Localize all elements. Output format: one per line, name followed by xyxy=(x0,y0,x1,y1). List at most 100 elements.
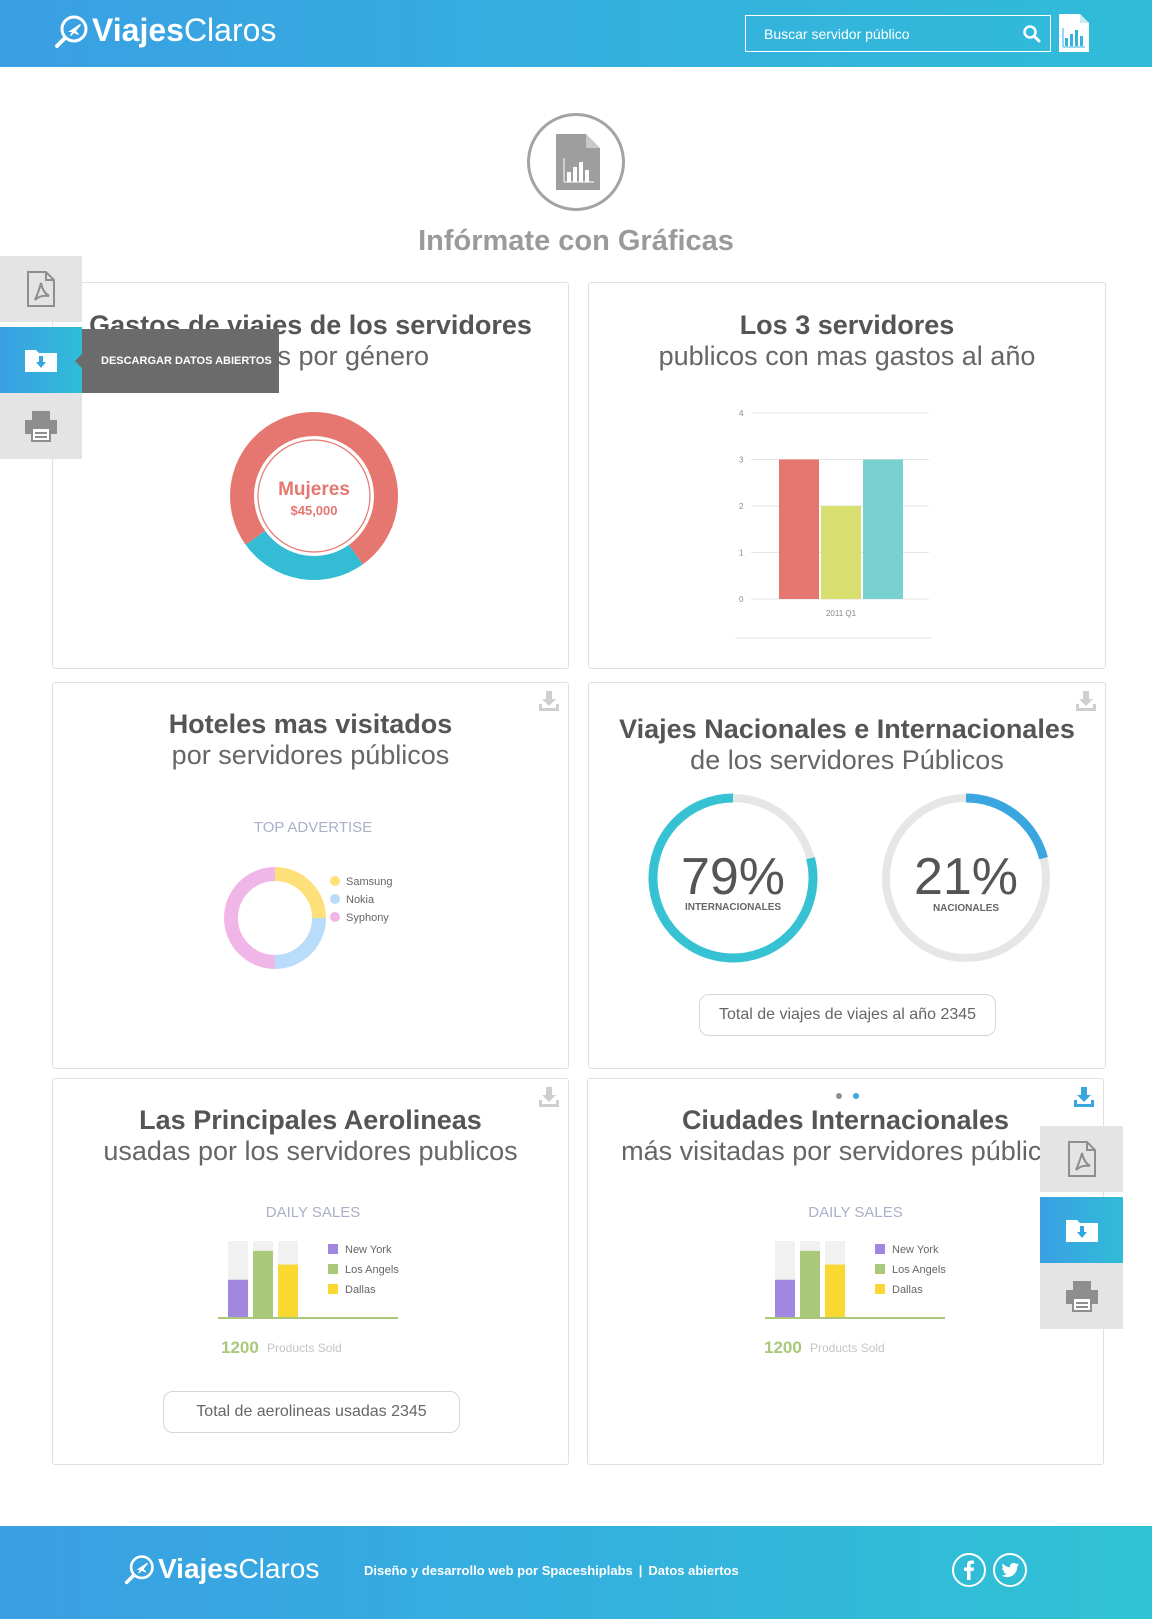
x-tick-label: 2011 Q1 xyxy=(826,609,857,618)
legend-swatch xyxy=(328,1284,338,1294)
credit-link[interactable]: Diseño y desarrollo web por Spaceshiplab… xyxy=(364,1563,633,1578)
chart-title: DAILY SALES xyxy=(808,1204,903,1221)
tooltip-arrow xyxy=(75,354,82,368)
charts-document-icon xyxy=(556,134,600,190)
download-open-data-button[interactable] xyxy=(1040,1197,1123,1263)
logo-bold-text: Viajes xyxy=(92,12,184,48)
download-icon[interactable] xyxy=(538,1087,560,1109)
card-title-bold: Hoteles mas visitados xyxy=(168,709,453,739)
search-box xyxy=(745,15,1051,52)
twitter-button[interactable] xyxy=(993,1553,1027,1587)
print-button[interactable] xyxy=(1040,1263,1123,1329)
download-pdf-button[interactable] xyxy=(0,256,82,322)
bar-new-york xyxy=(775,1279,795,1317)
total-trips-button[interactable]: Total de viajes de viajes al año 2345 xyxy=(699,994,996,1036)
top-header: Viajes Claros xyxy=(0,0,1152,67)
bar-los-angels xyxy=(800,1250,820,1317)
legend-swatch xyxy=(875,1244,885,1254)
search-plane-icon xyxy=(55,15,88,48)
legend-swatch xyxy=(875,1264,885,1274)
charts-badge xyxy=(527,113,625,211)
card-hotels: Hoteles mas visitados por servidores púb… xyxy=(52,682,569,1069)
card-title-light: de los servidores Públicos xyxy=(690,745,1004,775)
legend-label: New York xyxy=(345,1244,392,1256)
top3-bar-chart: 0 1 2 3 4 2011 Q1 xyxy=(735,409,931,639)
card-trips: Viajes Nacionales e Internacionales de l… xyxy=(588,682,1106,1069)
bar-dallas xyxy=(278,1264,298,1317)
print-button[interactable] xyxy=(0,393,82,459)
charts-document-icon[interactable] xyxy=(1059,14,1089,52)
products-sold-number: 1200 xyxy=(221,1338,259,1357)
legend-label: New York xyxy=(892,1244,939,1256)
twitter-icon xyxy=(1001,1562,1019,1578)
download-icon[interactable] xyxy=(538,691,560,713)
legend-swatch xyxy=(328,1244,338,1254)
legend-swatch xyxy=(330,894,340,904)
logo-bold-text: Viajes xyxy=(158,1553,239,1584)
carousel-dot[interactable] xyxy=(836,1093,842,1099)
legend-label: Syphony xyxy=(346,912,389,924)
footer-separator: | xyxy=(638,1563,643,1578)
airlines-bar-chart: New York Los Angels Dallas xyxy=(218,1241,399,1319)
legend-label: Dallas xyxy=(892,1284,923,1296)
card-title-bold: Las Principales Aerolineas xyxy=(139,1105,482,1135)
bar-3 xyxy=(863,459,903,599)
products-sold-number: 1200 xyxy=(764,1338,802,1357)
bar-1 xyxy=(779,459,819,599)
carousel-dot-active[interactable] xyxy=(853,1093,859,1099)
chart-title: TOP ADVERTISE xyxy=(253,819,373,836)
card-title-light: por servidores públicos xyxy=(171,740,450,770)
download-tooltip: DESCARGAR DATOS ABIERTOS xyxy=(75,329,279,393)
search-input[interactable] xyxy=(746,16,1050,51)
card-title: Ciudades Internacionales más visitadas p… xyxy=(588,1105,1103,1167)
donut-slice-mujeres xyxy=(230,412,398,565)
card-airlines: Las Principales Aerolineas usadas por lo… xyxy=(52,1078,569,1465)
download-pdf-button[interactable] xyxy=(1040,1126,1123,1192)
y-tick-label: 0 xyxy=(739,595,744,604)
bar-los-angels xyxy=(253,1250,273,1317)
card-gender-expenses: Gastos de viajes de los servidores públi… xyxy=(52,282,569,669)
card-title: Viajes Nacionales e Internacionales de l… xyxy=(589,714,1105,776)
nat-percent: 21% xyxy=(914,848,1018,906)
card-title: Los 3 servidores publicos con mas gastos… xyxy=(589,310,1105,372)
card-title-bold: Los 3 servidores xyxy=(739,310,955,340)
left-action-menu xyxy=(0,256,82,459)
card-title-light: usadas por los servidores publicos xyxy=(103,1136,518,1166)
card-title-light: publicos con mas gastos al año xyxy=(658,341,1036,371)
legend-swatch xyxy=(330,876,340,886)
international-progress-ring: 79% INTERNACIONALES xyxy=(648,793,818,963)
cities-bar-chart: New York Los Angels Dallas xyxy=(765,1241,946,1319)
legend-label: Samsung xyxy=(346,876,392,888)
pdf-icon xyxy=(27,271,55,307)
legend-swatch xyxy=(875,1284,885,1294)
total-airlines-button[interactable]: Total de aerolineas usadas 2345 xyxy=(163,1391,460,1433)
site-footer: Viajes Claros Diseño y desarrollo web por… xyxy=(0,1526,1152,1619)
products-sold-label: Products Sold xyxy=(267,1341,342,1355)
open-data-link[interactable]: Datos abiertos xyxy=(648,1563,739,1578)
tooltip-text: DESCARGAR DATOS ABIERTOS xyxy=(101,355,272,367)
card-title-light: más visitadas por servidores públicos xyxy=(621,1136,1070,1166)
card-top3-servers: Los 3 servidores publicos con mas gastos… xyxy=(588,282,1106,669)
legend-swatch xyxy=(328,1264,338,1274)
bar-new-york xyxy=(228,1279,248,1317)
products-sold-label: Products Sold xyxy=(810,1341,885,1355)
page-title: Infórmate con Gráficas xyxy=(418,225,734,257)
printer-icon xyxy=(25,411,57,442)
donut-slice-samsung xyxy=(274,867,326,919)
download-open-data-button[interactable] xyxy=(0,327,82,393)
national-progress-ring: 21% NACIONALES xyxy=(882,793,1050,962)
card-title: Las Principales Aerolineas usadas por lo… xyxy=(53,1105,568,1167)
footer-logo[interactable]: Viajes Claros xyxy=(124,1553,319,1585)
y-tick-label: 3 xyxy=(739,456,744,465)
site-logo[interactable]: Viajes Claros xyxy=(54,12,276,49)
download-icon[interactable] xyxy=(1075,691,1097,713)
y-tick-label: 4 xyxy=(739,409,744,418)
chart-title: DAILY SALES xyxy=(265,1204,361,1221)
card-action-menu xyxy=(1040,1126,1123,1329)
nat-label: NACIONALES xyxy=(933,903,999,914)
folder-download-icon xyxy=(1065,1220,1098,1242)
download-icon[interactable] xyxy=(1073,1087,1095,1109)
donut-center-value: $45,000 xyxy=(291,503,338,518)
facebook-button[interactable] xyxy=(952,1553,986,1587)
search-icon[interactable] xyxy=(1022,24,1042,44)
